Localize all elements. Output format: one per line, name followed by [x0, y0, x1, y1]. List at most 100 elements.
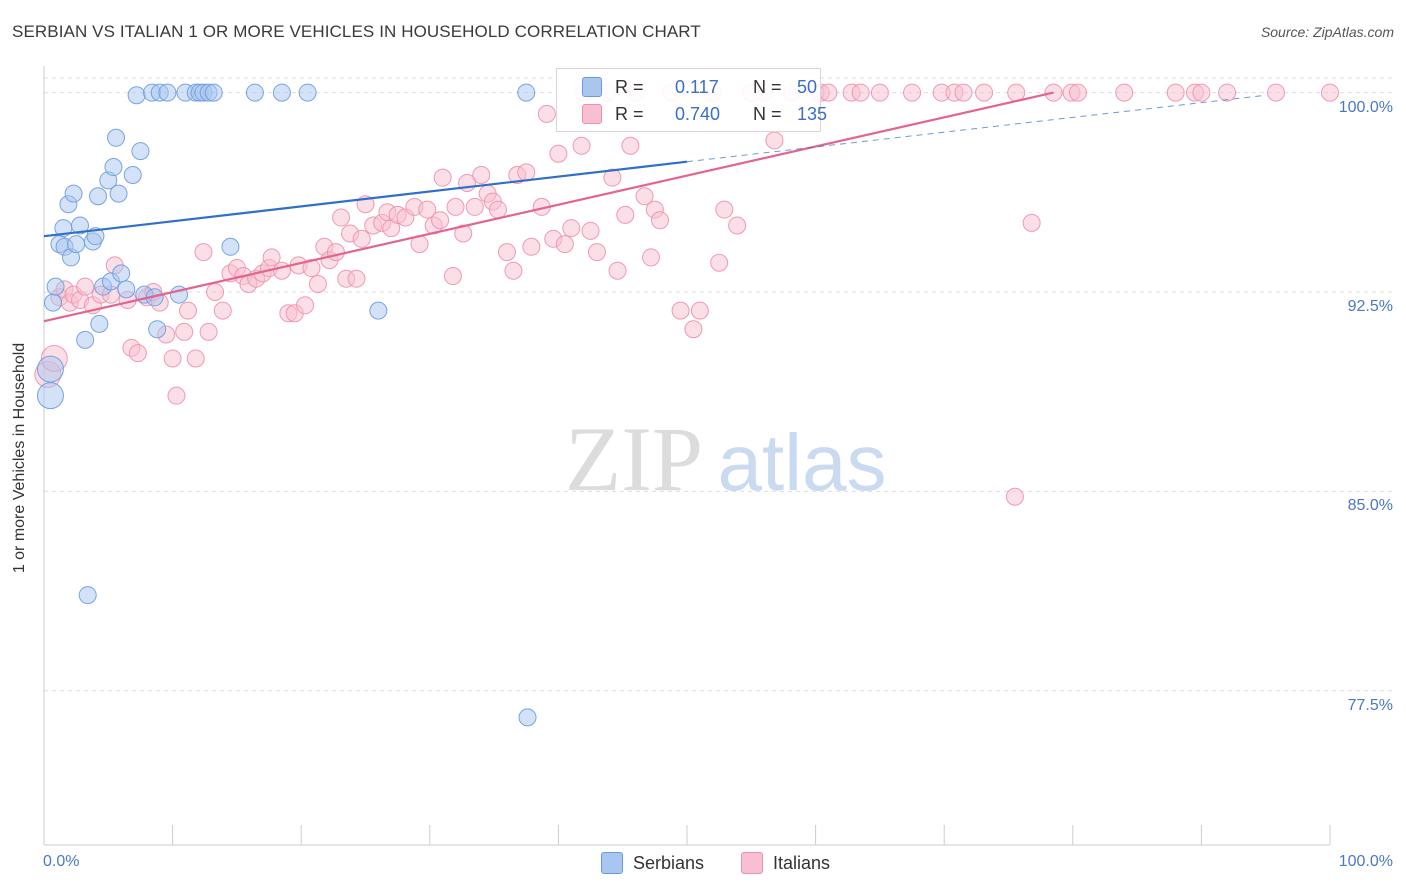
italians-point-50	[352, 229, 371, 248]
italians-point-101	[690, 301, 709, 320]
serbians-n-value: 50	[797, 76, 818, 97]
italians-point-91	[616, 205, 635, 224]
italians-point-27	[213, 301, 232, 320]
bottom-legend-italians[interactable]: Italians	[741, 852, 830, 874]
italians-point-122	[1007, 83, 1026, 102]
serbians-point-11	[71, 216, 90, 235]
serbians-point-13	[78, 586, 97, 605]
italians-point-97	[650, 211, 669, 230]
italians-point-60	[418, 200, 437, 219]
trend-lines	[43, 91, 1266, 323]
serbians-r-label: R =	[615, 76, 644, 97]
italians-point-77	[522, 237, 541, 256]
italians-point-123	[1022, 213, 1041, 232]
italians-point-63	[433, 168, 452, 187]
italians-point-74	[504, 261, 523, 280]
serbians-point-47	[517, 83, 536, 102]
italians-point-76	[517, 163, 536, 182]
italians-point-119	[954, 83, 973, 102]
serbians-point-34	[158, 83, 177, 102]
italians-point-87	[587, 243, 606, 262]
italians-point-24	[194, 243, 213, 262]
italians-point-20	[167, 386, 186, 405]
watermark-atlas: atlas	[718, 418, 887, 507]
italians-point-21	[175, 322, 194, 341]
serbians-r-value: 0.117	[675, 76, 719, 97]
serbians-point-48	[518, 708, 537, 727]
serbians-point-42	[221, 237, 240, 256]
serbians-point-3	[46, 277, 65, 296]
italians-point-62	[431, 211, 450, 230]
italians-point-25	[199, 322, 218, 341]
source-label: Source: ZipAtlas.com	[1260, 24, 1394, 40]
serbians-point-28	[131, 142, 150, 161]
italians-n-value: 135	[797, 103, 828, 124]
italians-point-104	[715, 200, 734, 219]
serbians-point-25	[117, 280, 136, 299]
italians-point-90	[608, 261, 627, 280]
italians-point-114	[851, 83, 870, 102]
italians-point-79	[537, 104, 556, 123]
bottom-legend-serbians[interactable]: Serbians	[601, 852, 704, 874]
italians-point-115	[870, 83, 889, 102]
italians-point-99	[671, 301, 690, 320]
watermark: ZIP atlas	[565, 408, 886, 510]
axes	[43, 66, 1331, 846]
serbians-point-24	[112, 264, 131, 283]
italians-point-126	[1068, 83, 1087, 102]
serbians-points	[36, 83, 537, 727]
serbians-point-21	[104, 158, 123, 177]
italians-point-14	[128, 344, 147, 363]
italians-swatch	[582, 104, 602, 124]
serbians-trend-extension	[686, 94, 1266, 163]
italians-point-65	[446, 197, 465, 216]
italians-point-116	[903, 83, 922, 102]
italians-point-45	[326, 243, 345, 262]
serbians-point-2	[44, 293, 63, 312]
serbians-point-1	[36, 382, 64, 410]
italians-point-19	[163, 349, 182, 368]
italians-point-49	[347, 269, 366, 288]
italians-point-127	[1115, 83, 1134, 102]
serbians-trend-line	[43, 160, 688, 238]
serbians-legend-swatch	[601, 852, 623, 874]
italians-point-95	[641, 248, 660, 267]
italians-point-81	[549, 144, 568, 163]
x-tick-label-max: 100.0%	[1338, 853, 1393, 870]
serbians-point-15	[86, 227, 105, 246]
italians-point-94	[635, 187, 654, 206]
italians-point-42	[308, 275, 327, 294]
italians-point-83	[562, 219, 581, 238]
italians-r-label: R =	[615, 103, 644, 124]
serbians-point-46	[369, 301, 388, 320]
serbians-point-23	[109, 184, 128, 203]
serbians-point-10	[67, 235, 86, 254]
y-tick-label-3: 100.0%	[1338, 98, 1393, 116]
chart-title: SERBIAN VS ITALIAN 1 OR MORE VEHICLES IN…	[12, 22, 701, 41]
serbians-swatch	[582, 77, 602, 97]
italians-point-46	[332, 208, 351, 227]
italians-point-92	[621, 136, 640, 155]
serbians-point-17	[90, 314, 109, 333]
italians-point-84	[572, 136, 591, 155]
italians-point-26	[206, 282, 225, 301]
serbians-point-27	[127, 86, 146, 105]
italians-point-7	[76, 277, 95, 296]
serbians-point-9	[64, 184, 83, 203]
stats-legend: R = 0.117 N = 50 R = 0.740 N = 135	[556, 68, 827, 132]
italians-point-128	[1166, 83, 1185, 102]
italians-point-64	[443, 267, 462, 286]
italians-point-73	[497, 243, 516, 262]
italians-point-22	[179, 301, 198, 320]
y-tick-label-0: 77.5%	[1347, 696, 1393, 714]
italians-point-23	[186, 349, 205, 368]
italians-point-69	[472, 166, 491, 185]
italians-point-105	[728, 216, 747, 235]
italians-point-36	[272, 261, 291, 280]
italians-point-112	[819, 83, 838, 102]
italians-point-40	[296, 296, 315, 315]
serbians-n-label: N =	[753, 76, 782, 97]
italians-point-66	[454, 224, 473, 243]
serbians-point-22	[107, 128, 126, 147]
